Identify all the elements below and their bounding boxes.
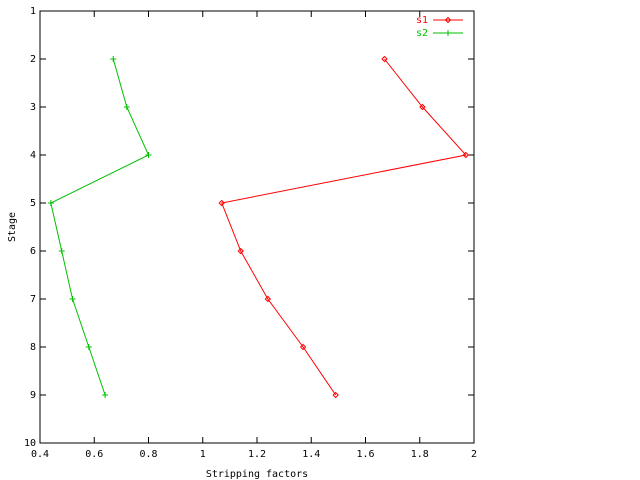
data-point	[332, 391, 339, 399]
data-point	[381, 55, 388, 63]
y-tick-label: 4	[30, 150, 36, 161]
data-point	[85, 344, 92, 350]
x-tick-label: 0.4	[31, 449, 49, 460]
data-point	[237, 247, 244, 255]
data-point	[462, 151, 470, 159]
series-line	[50, 58, 150, 396]
y-axis-label: Stage	[7, 212, 18, 242]
x-tick-label: 1.8	[411, 449, 429, 460]
y-tick-label: 3	[30, 102, 36, 113]
y-tick-label: 1	[30, 6, 36, 17]
data-point	[58, 248, 65, 254]
data-point	[218, 199, 225, 207]
y-tick-label: 10	[24, 438, 36, 449]
data-point	[69, 296, 76, 302]
x-tick-label: 1.4	[302, 449, 320, 460]
y-tick-label: 5	[30, 198, 36, 209]
data-point	[123, 104, 130, 110]
legend-label: s1	[416, 15, 428, 26]
legend-label: s2	[416, 28, 428, 39]
data-point	[264, 295, 272, 303]
x-tick-label: 1	[200, 449, 206, 460]
y-tick-label: 9	[30, 390, 36, 401]
y-tick-label: 2	[30, 54, 36, 65]
x-tick-label: 1.2	[248, 449, 266, 460]
data-point	[47, 200, 54, 206]
x-tick-label: 0.6	[85, 449, 103, 460]
x-tick-label: 1.6	[356, 449, 374, 460]
legend-marker	[444, 16, 452, 24]
data-point	[419, 103, 426, 111]
x-tick-label: 2	[471, 449, 477, 460]
x-axis-label: Stripping factors	[206, 469, 308, 480]
data-point	[110, 56, 117, 62]
data-point	[299, 343, 307, 351]
x-tick-label: 0.8	[139, 449, 157, 460]
data-point	[102, 392, 109, 398]
y-tick-label: 7	[30, 294, 36, 305]
series-line	[221, 58, 467, 396]
data-point	[145, 152, 152, 158]
legend-marker	[445, 30, 451, 36]
y-tick-label: 8	[30, 342, 36, 353]
y-tick-label: 6	[30, 246, 36, 257]
